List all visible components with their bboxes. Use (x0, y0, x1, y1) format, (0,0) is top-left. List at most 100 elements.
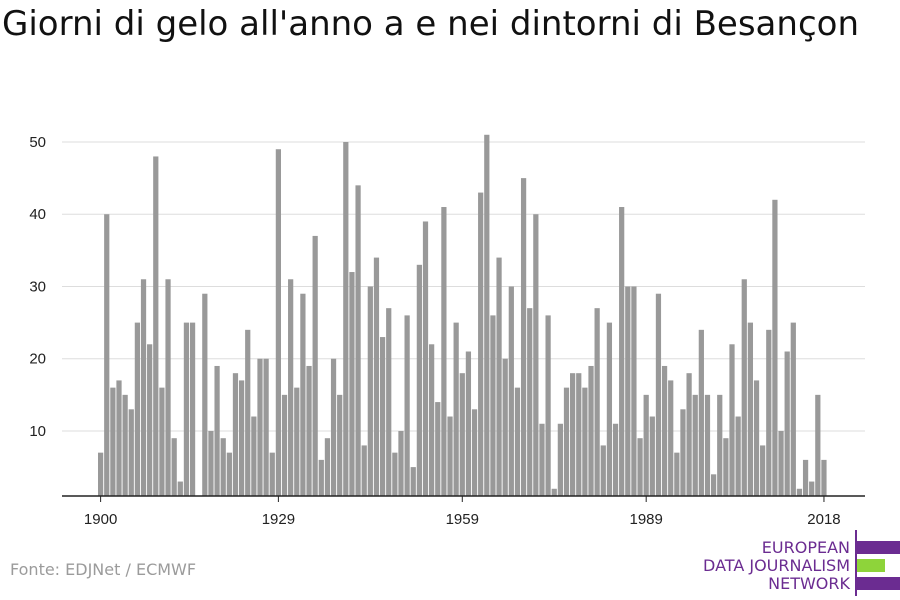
bar-1909[interactable] (153, 156, 159, 496)
bar-1942[interactable] (355, 185, 361, 496)
bar-1964[interactable] (490, 315, 496, 496)
bar-2003[interactable] (729, 344, 735, 496)
bar-2002[interactable] (723, 438, 729, 496)
bar-1910[interactable] (159, 387, 165, 496)
bar-2011[interactable] (778, 430, 784, 496)
bar-2007[interactable] (753, 380, 760, 496)
bar-1979[interactable] (582, 387, 588, 496)
bar-1987[interactable] (631, 286, 637, 496)
bar-1959[interactable] (459, 373, 465, 496)
bar-1971[interactable] (533, 214, 539, 497)
bar-1905[interactable] (128, 409, 134, 496)
bar-1968[interactable] (514, 387, 521, 496)
bar-2017[interactable] (815, 394, 821, 496)
bar-1983[interactable] (606, 322, 613, 496)
bar-1969[interactable] (520, 178, 527, 496)
bar-1928[interactable] (269, 452, 275, 496)
bar-1965[interactable] (496, 257, 502, 496)
bar-1993[interactable] (668, 380, 674, 496)
bar-1978[interactable] (576, 373, 582, 496)
bar-1903[interactable] (116, 380, 122, 496)
bar-1984[interactable] (612, 423, 619, 496)
bar-1951[interactable] (410, 467, 416, 496)
bar-1904[interactable] (122, 394, 128, 496)
bar-1920[interactable] (220, 438, 226, 496)
bar-1961[interactable] (471, 409, 478, 496)
bar-2014[interactable] (796, 488, 803, 496)
bar-1989[interactable] (643, 394, 649, 496)
bar-1997[interactable] (692, 394, 698, 496)
bar-1915[interactable] (189, 322, 196, 496)
bar-1924[interactable] (245, 329, 251, 496)
bar-1977[interactable] (570, 373, 576, 496)
bar-1908[interactable] (147, 344, 153, 496)
bar-2009[interactable] (766, 329, 772, 496)
bar-1974[interactable] (551, 488, 557, 496)
bar-1921[interactable] (226, 452, 232, 496)
bar-1962[interactable] (478, 192, 484, 496)
bar-1906[interactable] (134, 322, 141, 496)
bar-1930[interactable] (281, 394, 288, 496)
bar-2001[interactable] (717, 394, 723, 496)
bar-1929[interactable] (275, 149, 281, 496)
bar-1970[interactable] (527, 308, 533, 496)
bar-1998[interactable] (698, 329, 704, 496)
bar-1955[interactable] (435, 402, 441, 496)
bar-2013[interactable] (790, 322, 796, 496)
bar-1991[interactable] (655, 293, 662, 496)
bar-1913[interactable] (177, 481, 183, 496)
bar-1966[interactable] (502, 358, 508, 496)
bar-1944[interactable] (367, 286, 373, 496)
bar-2010[interactable] (772, 199, 778, 497)
bar-1907[interactable] (140, 279, 147, 496)
bar-1901[interactable] (104, 214, 110, 497)
bar-1923[interactable] (238, 380, 245, 496)
bar-1952[interactable] (416, 264, 422, 496)
bar-1912[interactable] (171, 438, 177, 496)
bar-1939[interactable] (337, 394, 343, 496)
bar-1932[interactable] (294, 387, 300, 496)
bar-1911[interactable] (165, 279, 171, 496)
bar-1946[interactable] (379, 337, 386, 496)
bar-1963[interactable] (484, 134, 490, 496)
bar-1950[interactable] (404, 315, 410, 496)
bar-1976[interactable] (563, 387, 570, 496)
bar-1926[interactable] (257, 358, 263, 496)
bar-1985[interactable] (619, 207, 625, 496)
bar-1994[interactable] (674, 452, 680, 496)
bar-2004[interactable] (735, 416, 741, 496)
bar-1919[interactable] (214, 365, 220, 496)
bar-1988[interactable] (637, 438, 643, 496)
bar-2015[interactable] (802, 459, 809, 496)
bar-1935[interactable] (312, 235, 318, 497)
bar-2006[interactable] (747, 322, 754, 496)
bar-1947[interactable] (386, 308, 392, 496)
bar-1918[interactable] (208, 430, 214, 496)
bar-2005[interactable] (741, 279, 747, 496)
bar-1940[interactable] (343, 142, 349, 496)
bar-1900[interactable] (98, 452, 104, 496)
bar-1949[interactable] (398, 430, 404, 496)
bar-2016[interactable] (809, 481, 815, 496)
bar-1986[interactable] (625, 286, 631, 496)
bar-1996[interactable] (686, 373, 692, 496)
bar-1927[interactable] (263, 358, 269, 496)
bar-1943[interactable] (361, 445, 367, 496)
bar-1936[interactable] (318, 459, 324, 496)
bar-1958[interactable] (453, 322, 459, 496)
bar-2012[interactable] (784, 351, 790, 496)
bar-1967[interactable] (508, 286, 514, 496)
bar-1902[interactable] (110, 387, 116, 496)
bar-1973[interactable] (545, 315, 551, 496)
bar-1922[interactable] (232, 373, 239, 496)
edjnet-logo[interactable]: EUROPEAN DATA JOURNALISM NETWORK (700, 530, 900, 598)
bar-1945[interactable] (373, 257, 380, 496)
bar-1953[interactable] (422, 221, 429, 496)
bar-1933[interactable] (300, 293, 306, 496)
bar-1960[interactable] (465, 351, 472, 496)
bar-1990[interactable] (649, 416, 655, 496)
bar-2018[interactable] (821, 459, 827, 496)
bar-1934[interactable] (306, 365, 312, 496)
bar-1954[interactable] (429, 344, 435, 496)
bar-2008[interactable] (760, 445, 766, 496)
